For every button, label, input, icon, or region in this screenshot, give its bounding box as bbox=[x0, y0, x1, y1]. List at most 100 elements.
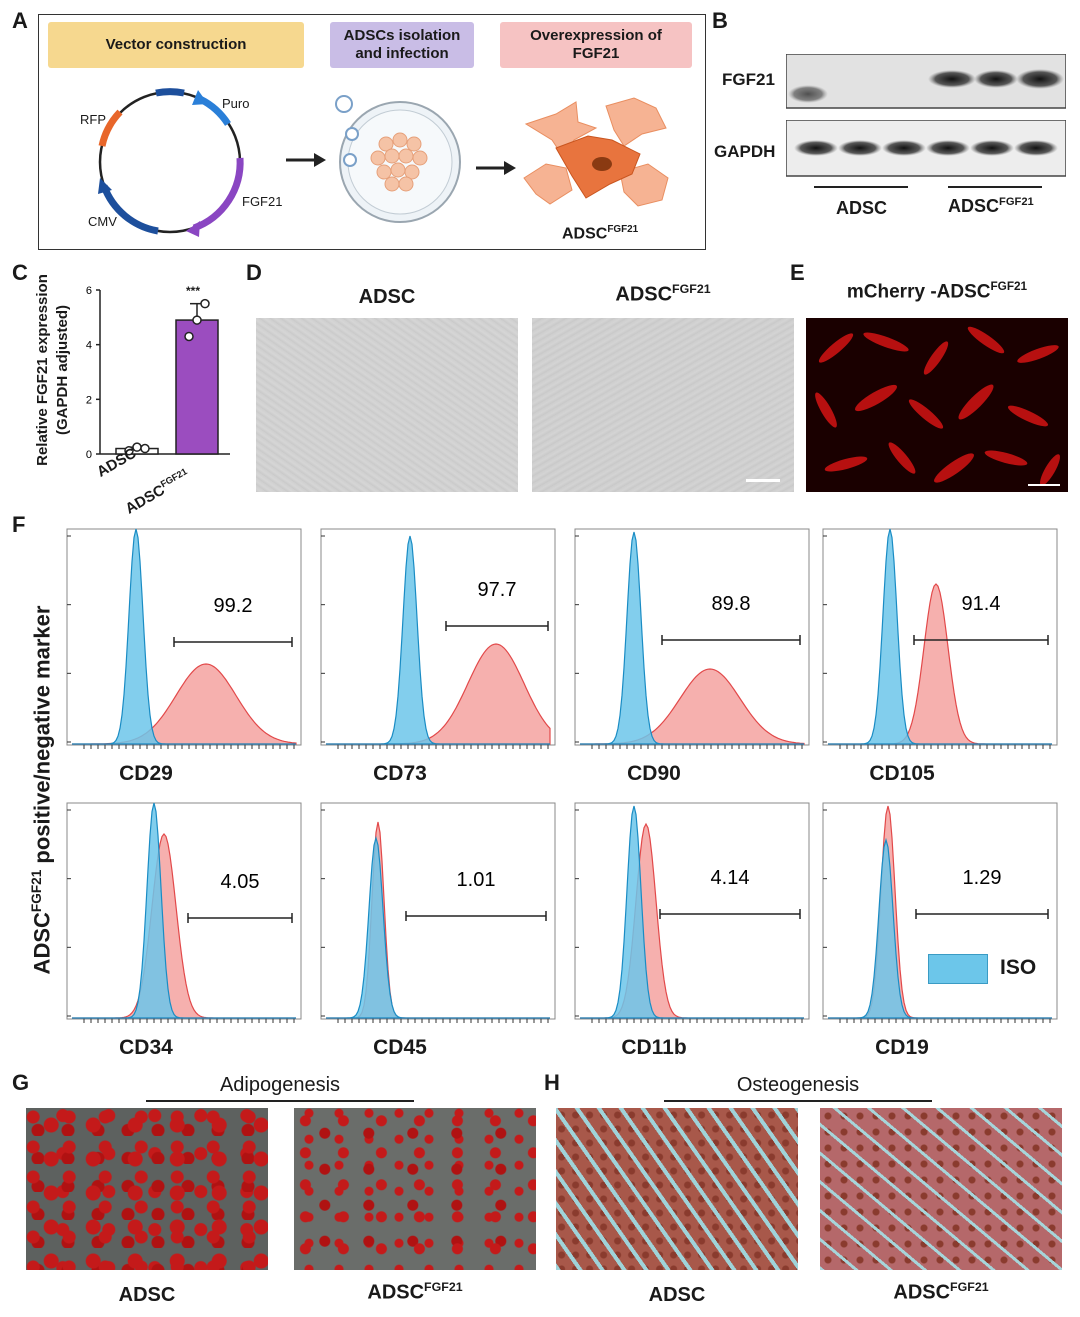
step-isolation-line2: and infection bbox=[355, 45, 449, 62]
flow-histogram-cd29: 99.2 bbox=[66, 528, 302, 749]
blot-group2-sup: FGF21 bbox=[999, 196, 1034, 208]
fluorescence-micrograph-mcherry bbox=[806, 318, 1068, 492]
y-tick-label: 0 bbox=[86, 449, 92, 461]
marker-label-cd29: CD29 bbox=[119, 762, 173, 785]
panel-g-right-label: ADSCFGF21 bbox=[294, 1280, 536, 1305]
flow-histogram-cd19: 1.29 bbox=[822, 802, 1058, 1023]
iso-histogram-cd29 bbox=[72, 528, 296, 745]
micrograph-adsc-fgf21 bbox=[532, 318, 794, 492]
gate-value-cd73: 97.7 bbox=[478, 579, 517, 601]
panel-h-left-label: ADSC bbox=[648, 1284, 706, 1306]
arrow-right-icon bbox=[476, 161, 516, 175]
micrograph-adsc bbox=[256, 318, 518, 492]
legend-swatch-iso bbox=[928, 954, 988, 984]
plasmid-label-cmv: CMV bbox=[88, 214, 117, 229]
marker-label-cd105: CD105 bbox=[869, 762, 935, 785]
panel-h-right-base: ADSC bbox=[893, 1281, 951, 1304]
petri-dish-icon bbox=[335, 95, 461, 223]
data-point bbox=[192, 315, 202, 325]
step-vector-construction: Vector construction bbox=[48, 22, 304, 68]
panel-d-right-base: ADSC bbox=[615, 283, 673, 306]
micrograph-osteo-adsc bbox=[556, 1108, 798, 1270]
marker-label-cd34: CD34 bbox=[119, 1036, 173, 1059]
gate-value-cd29: 99.2 bbox=[214, 595, 253, 617]
scale-bar bbox=[746, 479, 780, 482]
plasmid-label-rfp: RFP bbox=[80, 112, 106, 127]
panel-f-ylabel-sup: FGF21 bbox=[29, 869, 44, 913]
panel-f-ylabel-base: ADSC bbox=[29, 912, 55, 975]
blot-group-adsc-fgf21: ADSCFGF21 bbox=[948, 196, 1034, 217]
group-line-adsc-fgf21 bbox=[948, 186, 1042, 188]
panel-label-c: C bbox=[12, 260, 28, 285]
data-point bbox=[124, 445, 134, 456]
panel-g-right-base: ADSC bbox=[367, 1281, 425, 1304]
gate-value-cd45: 1.01 bbox=[457, 869, 496, 891]
panel-g-title-line bbox=[146, 1100, 414, 1102]
y-tick-label: 6 bbox=[86, 285, 92, 297]
panel-d-left-title: ADSC bbox=[358, 286, 416, 308]
panel-label-d: D bbox=[246, 260, 262, 285]
result-base: ADSC bbox=[562, 225, 608, 243]
panel-label-f: F bbox=[12, 512, 26, 537]
scale-bar bbox=[1028, 484, 1060, 486]
panel-d-right-sup: FGF21 bbox=[672, 282, 711, 296]
panel-g-left-label: ADSC bbox=[118, 1284, 176, 1306]
y-tick-label: 4 bbox=[86, 340, 92, 352]
panel-a-frame bbox=[38, 14, 706, 250]
gate-value-cd105: 91.4 bbox=[962, 593, 1001, 615]
step-isolation: ADSCs isolation and infection bbox=[330, 22, 474, 68]
step-overexpression: Overexpression of FGF21 bbox=[500, 22, 692, 68]
panel-label-a: A bbox=[12, 8, 28, 33]
step-isolation-line1: ADSCs isolation bbox=[343, 27, 461, 44]
flow-histogram-cd34: 4.05 bbox=[66, 802, 302, 1023]
panel-h-title-line bbox=[664, 1100, 932, 1102]
blot-row-gapdh: GAPDH bbox=[714, 142, 776, 161]
western-blot-fgf21 bbox=[786, 54, 1066, 109]
panel-label-b: B bbox=[712, 8, 728, 33]
panel-e-title-base: mCherry -ADSC bbox=[846, 281, 991, 303]
legend-label-iso: ISO bbox=[1000, 956, 1037, 979]
marker-label-cd73: CD73 bbox=[373, 762, 427, 785]
marker-label-cd19: CD19 bbox=[875, 1036, 929, 1059]
flow-histogram-cd11b: 4.14 bbox=[574, 802, 810, 1023]
data-point bbox=[200, 298, 210, 309]
arrow-right-icon bbox=[286, 153, 326, 167]
iso-histogram-cd90 bbox=[580, 531, 804, 745]
flow-histogram-cd105: 91.4 bbox=[822, 528, 1058, 749]
micrograph-adipo-adsc bbox=[26, 1108, 268, 1270]
micrograph-adipo-adsc-fgf21 bbox=[294, 1108, 536, 1270]
bar-adsc-fgf21 bbox=[175, 319, 219, 455]
flow-histogram-cd73: 97.7 bbox=[320, 528, 556, 749]
western-blot-gapdh bbox=[786, 120, 1066, 177]
blot-row-fgf21: FGF21 bbox=[722, 70, 775, 89]
panel-e-title-sup: FGF21 bbox=[990, 280, 1028, 293]
iso-histogram-cd73 bbox=[326, 535, 550, 745]
marker-label-cd11b: CD11b bbox=[621, 1036, 687, 1059]
step-vector-construction-label: Vector construction bbox=[105, 36, 247, 53]
data-point bbox=[140, 443, 150, 454]
panel-label-g: G bbox=[12, 1070, 30, 1095]
step-overexpression-line1: Overexpression of bbox=[530, 27, 662, 44]
significance-label: *** bbox=[186, 284, 201, 298]
marker-label-cd90: CD90 bbox=[627, 762, 681, 785]
panel-c-ylabel-1: Relative FGF21 expression bbox=[34, 274, 51, 466]
panel-d-right-title: ADSCFGF21 bbox=[532, 282, 794, 307]
group-line-adsc bbox=[814, 186, 908, 188]
panel-f-ylabel: ADSCFGF21 positive/negative marker bbox=[29, 580, 55, 1000]
y-tick-label: 2 bbox=[86, 394, 92, 406]
panel-label-h: H bbox=[544, 1070, 560, 1095]
gate-value-cd34: 4.05 bbox=[221, 871, 260, 893]
marker-label-cd45: CD45 bbox=[373, 1036, 427, 1059]
gate-value-cd90: 89.8 bbox=[712, 593, 751, 615]
panel-h-right-label: ADSCFGF21 bbox=[820, 1280, 1062, 1305]
panel-h-right-sup: FGF21 bbox=[950, 1280, 989, 1294]
panel-c-ylabel-2: (GAPDH adjusted) bbox=[54, 305, 71, 436]
panel-g-title: Adipogenesis bbox=[219, 1074, 341, 1096]
data-point bbox=[184, 331, 194, 342]
bar-chart-fgf21-expression: 0 2 4 6 bbox=[86, 285, 230, 461]
iso-histogram-cd11b bbox=[580, 805, 804, 1019]
flow-histogram-cd90: 89.8 bbox=[574, 528, 810, 749]
panel-label-e: E bbox=[790, 260, 805, 285]
panel-a-result-label: ADSCFGF21 bbox=[562, 224, 638, 243]
cells-illustration bbox=[523, 97, 669, 207]
